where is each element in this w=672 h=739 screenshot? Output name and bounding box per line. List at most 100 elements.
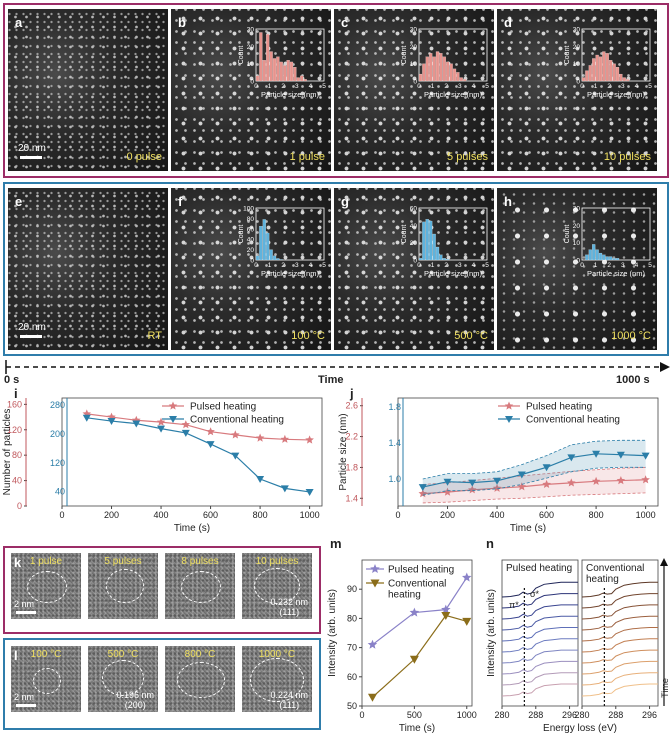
eels-spectrum xyxy=(501,672,578,686)
hist-bar xyxy=(439,53,443,82)
hist-bar xyxy=(592,244,596,261)
hist-ytick: 0 xyxy=(250,258,254,265)
x-axis-label: Time (s) xyxy=(510,523,546,534)
xtick-label: 1000 xyxy=(300,510,320,520)
hist-ytick: 10 xyxy=(573,240,581,247)
tem-frame-label: 5 pulses xyxy=(104,556,142,567)
data-point-triangle xyxy=(441,611,451,620)
lattice-spacing-note: 0.232 nm (111) xyxy=(270,597,308,617)
y-axis-label: Intensity (arb. units) xyxy=(486,589,497,677)
chart-i-particle-count: i 0 40 80 120 160 40 120 200 280 0 200 400 600 800 1000… xyxy=(2,388,323,534)
conventional-heating-frame xyxy=(3,182,669,356)
ytick-left-label: 0 xyxy=(17,501,22,511)
hist-ytick: 10 xyxy=(573,61,581,68)
hist-bar xyxy=(293,67,297,82)
hist-ylabel: Count xyxy=(401,46,408,65)
hist-xtick: 4 xyxy=(635,83,639,90)
data-point-star xyxy=(641,475,650,484)
x-axis-label: Energy loss (eV) xyxy=(543,723,617,734)
panel-l-frame xyxy=(3,638,321,730)
hist-xtick: 4 xyxy=(472,262,476,269)
timeline-arrowhead xyxy=(660,362,670,372)
panel-letter-k: k xyxy=(14,555,22,570)
condition-label: RT xyxy=(147,330,162,342)
series-line xyxy=(372,577,468,646)
data-point-star xyxy=(468,485,477,494)
eels-spectrum xyxy=(581,581,658,598)
hist-bar xyxy=(429,53,433,82)
hist-frame xyxy=(418,207,488,261)
xtick-label: 600 xyxy=(539,510,554,520)
time-arrowhead xyxy=(660,558,668,566)
ytick-left-label: 1.4 xyxy=(345,493,358,503)
tem-frame-3: 8 pulses xyxy=(165,553,235,619)
hist-bar xyxy=(602,51,606,82)
micrograph-c: c 5 pulses 0 10 20 30 0 1 2 3 4 5 Particle size (nm)… xyxy=(334,9,494,171)
xtick-label: 400 xyxy=(154,510,169,520)
data-point-star xyxy=(462,572,472,582)
xtick-label: 0 xyxy=(59,510,64,520)
xtick-label: 1000 xyxy=(457,710,477,720)
hist-bar xyxy=(595,54,599,82)
hist-ytick: 30 xyxy=(573,27,581,34)
hist-bar xyxy=(439,254,443,261)
data-point-star xyxy=(492,483,502,492)
hist-bar xyxy=(296,77,300,82)
band-lower xyxy=(422,492,646,504)
plot-frame xyxy=(501,559,579,707)
hist-bar xyxy=(442,56,446,82)
hist-bar xyxy=(435,51,440,82)
timeline: 0 s Time 1000 s xyxy=(0,356,672,388)
condition-label: 5 pulses xyxy=(447,151,488,163)
hist-bar xyxy=(283,65,287,82)
ytick-left-label: 2.2 xyxy=(345,432,358,442)
hist-xtick: 5 xyxy=(322,83,326,90)
panel-letter-m: m xyxy=(330,540,342,551)
hist-bar xyxy=(459,77,463,82)
error-band xyxy=(422,440,646,496)
hist-ytick: 20 xyxy=(410,240,418,247)
hist-bar xyxy=(585,70,589,82)
hist-bar xyxy=(595,249,599,261)
hist-bar xyxy=(619,73,623,82)
histogram-inset: 0 20 40 60 0 1 2 3 4 5 Particle size (nm) Count xyxy=(401,202,493,280)
hist-ytick: 10 xyxy=(410,61,418,68)
panel-letter-a: a xyxy=(15,15,23,30)
ytick-label: 70 xyxy=(347,643,357,653)
data-point-star xyxy=(280,434,290,443)
hist-bar xyxy=(289,61,294,82)
micrograph-a: a 0 pulse 20 nm xyxy=(8,9,168,171)
condition-label: 0 pulse xyxy=(126,151,162,163)
hist-bar xyxy=(442,258,446,261)
hist-xlabel: Particle size (nm) xyxy=(587,90,645,99)
hist-ytick: 30 xyxy=(410,27,418,34)
hist-bar xyxy=(626,79,630,82)
hist-xlabel: Particle size (nm) xyxy=(424,90,482,99)
hist-ylabel: Count xyxy=(238,46,245,65)
hist-xtick: 4 xyxy=(309,83,313,90)
hist-ylabel: Count xyxy=(564,225,571,244)
ytick-right-label: 280 xyxy=(50,400,65,410)
panel-letter-d: d xyxy=(504,15,512,30)
hist-bar xyxy=(446,259,450,261)
hist-xtick: 5 xyxy=(485,83,489,90)
hist-xtick: 5 xyxy=(648,83,652,90)
data-point-triangle xyxy=(462,617,472,626)
data-point-star xyxy=(409,607,420,617)
data-point-triangle xyxy=(132,420,141,428)
hist-bar xyxy=(425,219,429,261)
particle-outline xyxy=(33,668,61,694)
hist-bar xyxy=(276,56,280,82)
ytick-right-label: 200 xyxy=(50,429,65,439)
band-lower xyxy=(422,466,646,496)
hist-xtick: 0 xyxy=(580,83,584,90)
hist-ytick: 60 xyxy=(410,206,418,213)
hist-bar xyxy=(622,77,626,82)
hist-xtick: 2 xyxy=(281,83,285,90)
eels-spectrum xyxy=(501,593,578,609)
xtick-label: 200 xyxy=(104,510,119,520)
data-point-triangle xyxy=(280,485,289,493)
data-point-star xyxy=(231,430,240,439)
eels-spectrum xyxy=(581,627,658,642)
